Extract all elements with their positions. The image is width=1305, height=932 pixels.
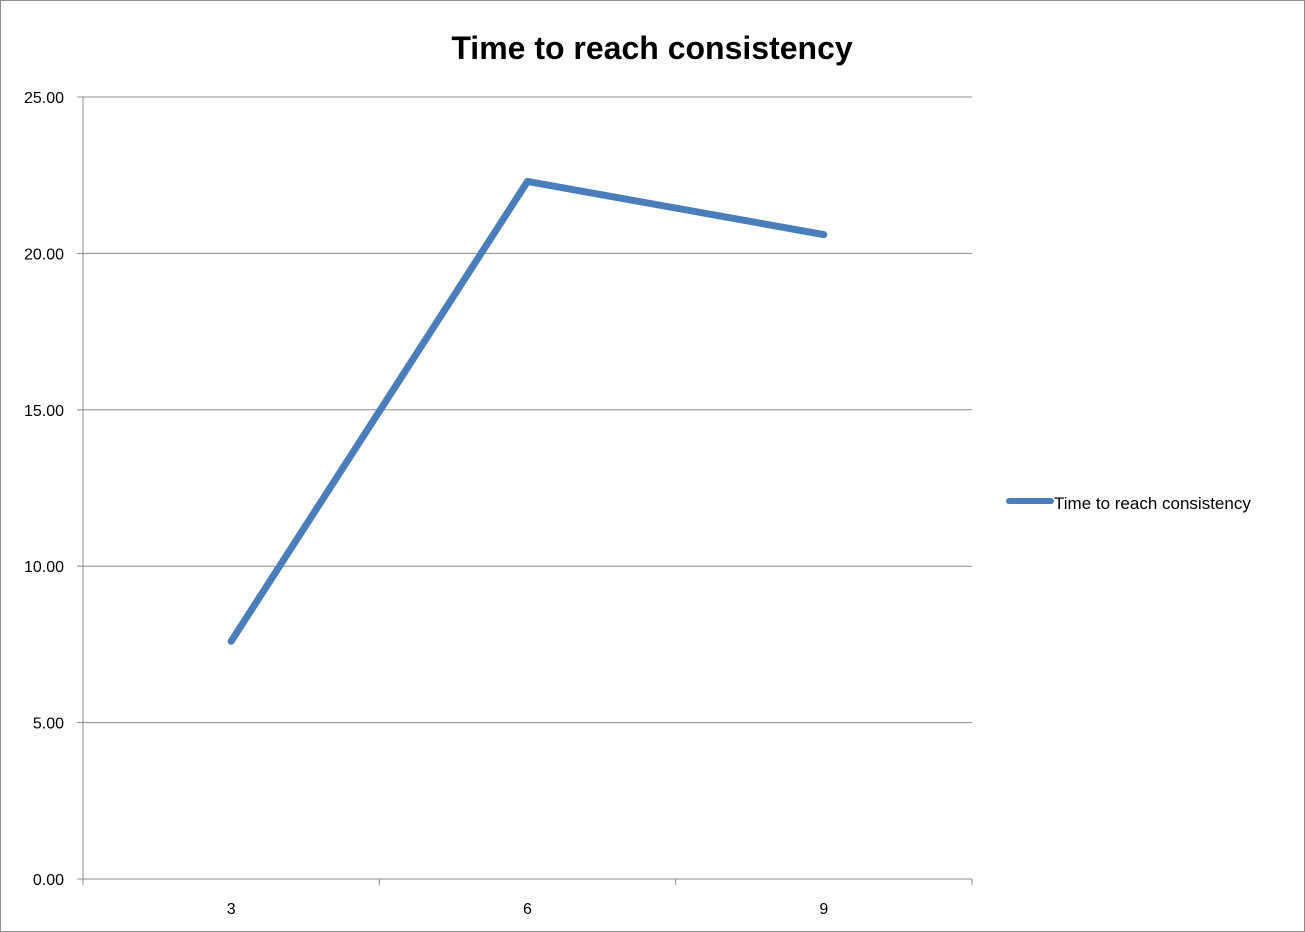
x-tick-label: 9 <box>819 901 828 918</box>
series-lines <box>227 177 828 645</box>
x-tick-label: 6 <box>523 901 532 918</box>
y-tick-label: 25.00 <box>24 90 64 107</box>
legend: Time to reach consistency <box>1006 494 1251 513</box>
series-line <box>227 177 828 645</box>
y-tick-label: 15.00 <box>24 403 64 420</box>
x-axis-tick-labels: 3 6 9 <box>227 901 829 918</box>
x-tick-label: 3 <box>227 901 236 918</box>
chart-title: Time to reach consistency <box>451 30 853 66</box>
y-axis-tick-labels: 0.00 5.00 10.00 15.00 20.00 25.00 <box>24 90 64 889</box>
legend-label: Time to reach consistency <box>1054 494 1251 513</box>
gridlines <box>83 96 972 724</box>
y-tick-label: 10.00 <box>24 559 64 576</box>
y-tick-label: 20.00 <box>24 246 64 263</box>
y-tick-label: 0.00 <box>33 872 64 889</box>
axes <box>77 96 973 885</box>
y-tick-label: 5.00 <box>33 716 64 733</box>
